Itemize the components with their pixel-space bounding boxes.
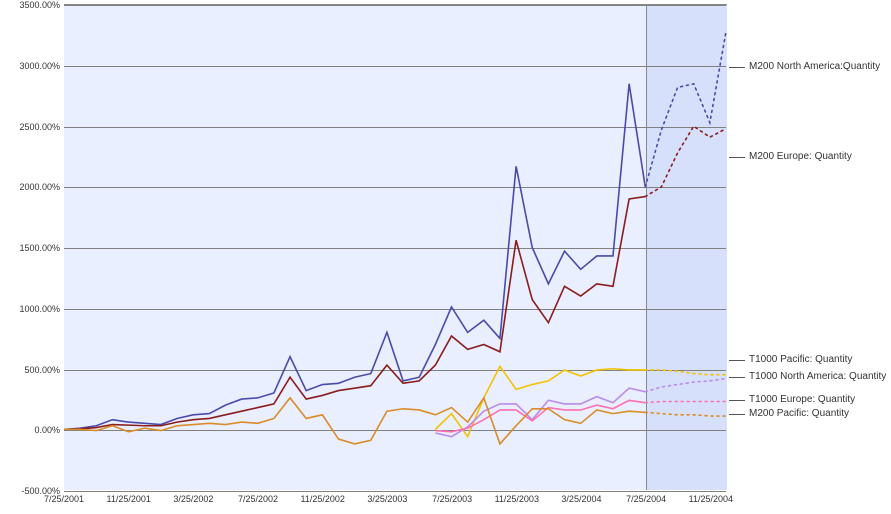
y-tick-label: 0.00% [34,425,64,435]
x-tick-label: 7/25/2004 [626,490,666,504]
label-leader [729,67,745,68]
y-tick-label: 2500.00% [19,122,64,132]
label-leader [729,414,745,415]
label-leader [729,360,745,361]
line-chart: -500.00%0.00%500.00%1000.00%1500.00%2000… [0,0,891,514]
series-lines [64,5,726,490]
label-leader [729,157,745,158]
series-label-t1000-pacific: T1000 Pacific: Quantity [749,354,852,365]
series-t1000-north-america-forecast [645,378,726,391]
x-tick-label: 11/25/2002 [301,490,345,504]
x-tick-label: 3/25/2002 [173,490,213,504]
x-tick-label: 3/25/2004 [561,490,601,504]
series-m200-pacific-historical [64,398,645,444]
x-tick-label: 7/25/2002 [238,490,278,504]
y-tick-label: 3000.00% [19,61,64,71]
series-m200-north-america-forecast [645,32,726,187]
y-tick-label: 3500.00% [19,0,64,10]
y-tick-label: 500.00% [24,365,64,375]
y-tick-label: 1500.00% [19,243,64,253]
x-tick-label: 11/25/2004 [689,490,733,504]
x-tick-label: 11/25/2003 [495,490,539,504]
series-m200-europe-forecast [645,126,726,196]
series-m200-pacific-forecast [645,412,726,416]
series-label-t1000-europe: T1000 Europe: Quantity [749,394,855,405]
y-tick-label: 1000.00% [19,304,64,314]
label-leader [729,400,745,401]
y-tick-label: 2000.00% [19,182,64,192]
series-label-m200-pacific: M200 Pacific: Quantity [749,408,849,419]
series-label-m200-north-america: M200 North America:Quantity [749,61,880,72]
series-t1000-pacific-forecast [645,370,726,375]
series-label-t1000-north-america: T1000 North America: Quantity [749,371,886,382]
series-label-m200-europe: M200 Europe: Quantity [749,151,852,162]
x-tick-label: 7/25/2001 [44,490,84,504]
series-m200-north-america-historical [64,84,645,430]
x-tick-label: 7/25/2003 [432,490,472,504]
x-tick-label: 11/25/2001 [106,490,150,504]
plot-area: -500.00%0.00%500.00%1000.00%1500.00%2000… [64,4,727,490]
label-leader [729,377,745,378]
series-t1000-north-america-historical [435,388,645,437]
series-m200-europe-historical [64,197,645,430]
x-tick-label: 3/25/2003 [367,490,407,504]
series-t1000-europe-forecast [645,401,726,402]
